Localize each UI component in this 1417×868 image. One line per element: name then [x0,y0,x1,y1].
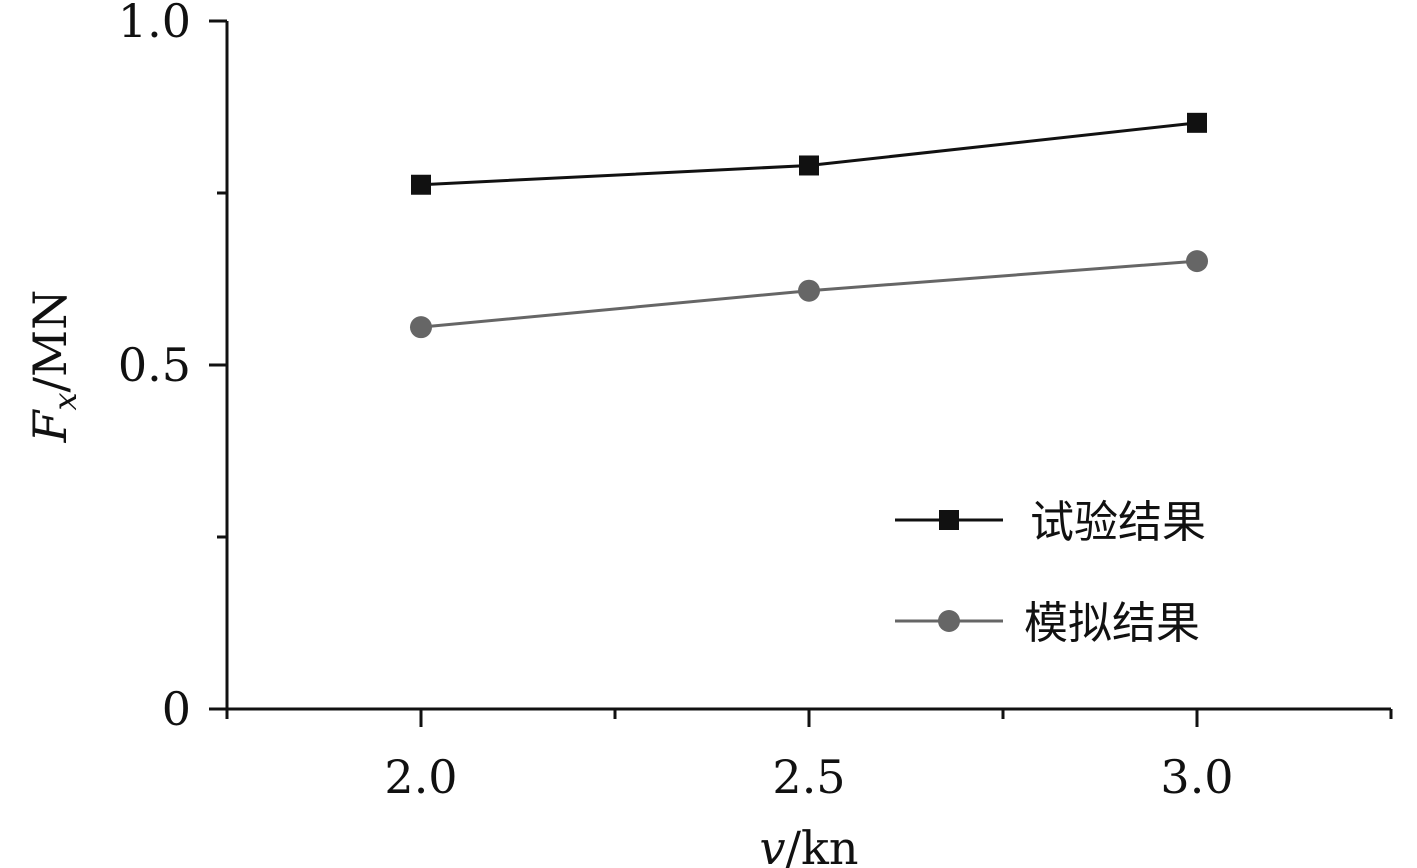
legend-label-simulated: 模拟结果 [1024,598,1200,649]
legend-item-experimental: 试验结果 [895,497,1206,548]
y-axis-title-var: F [23,408,77,443]
x-axis-title: v/kn [760,821,859,868]
series-layer [410,112,1208,339]
axes [225,21,1391,711]
x-axis-title-unit: /kn [786,821,859,868]
x-tick-label: 2.0 [384,750,457,804]
y-axis-title-unit: /MN [23,290,77,393]
y-tick-label: 0.5 [118,338,191,392]
legend-label-experimental: 试验结果 [1030,497,1206,548]
x-axis-title-var: v [760,821,786,868]
data-point-circle [410,316,432,339]
data-point-square [1187,112,1207,133]
x-tick-label: 2.5 [772,750,845,804]
ticks: 0 0.5 1.0 2.0 2.5 3.0 [118,0,1393,804]
y-axis-title-sub: x [46,392,84,410]
legend-marker-circle [938,610,960,632]
data-point-circle [798,279,820,302]
legend-marker-square [939,510,959,530]
y-tick-label: 1.0 [118,0,191,48]
data-point-square [411,174,431,195]
data-point-square [799,155,819,176]
y-tick-label: 0 [162,682,191,736]
legend: 试验结果 模拟结果 [895,497,1206,649]
x-tick-label: 3.0 [1160,750,1233,804]
data-point-circle [1186,250,1208,273]
legend-item-simulated: 模拟结果 [895,598,1200,649]
y-axis-title: Fx/MN [23,290,84,444]
